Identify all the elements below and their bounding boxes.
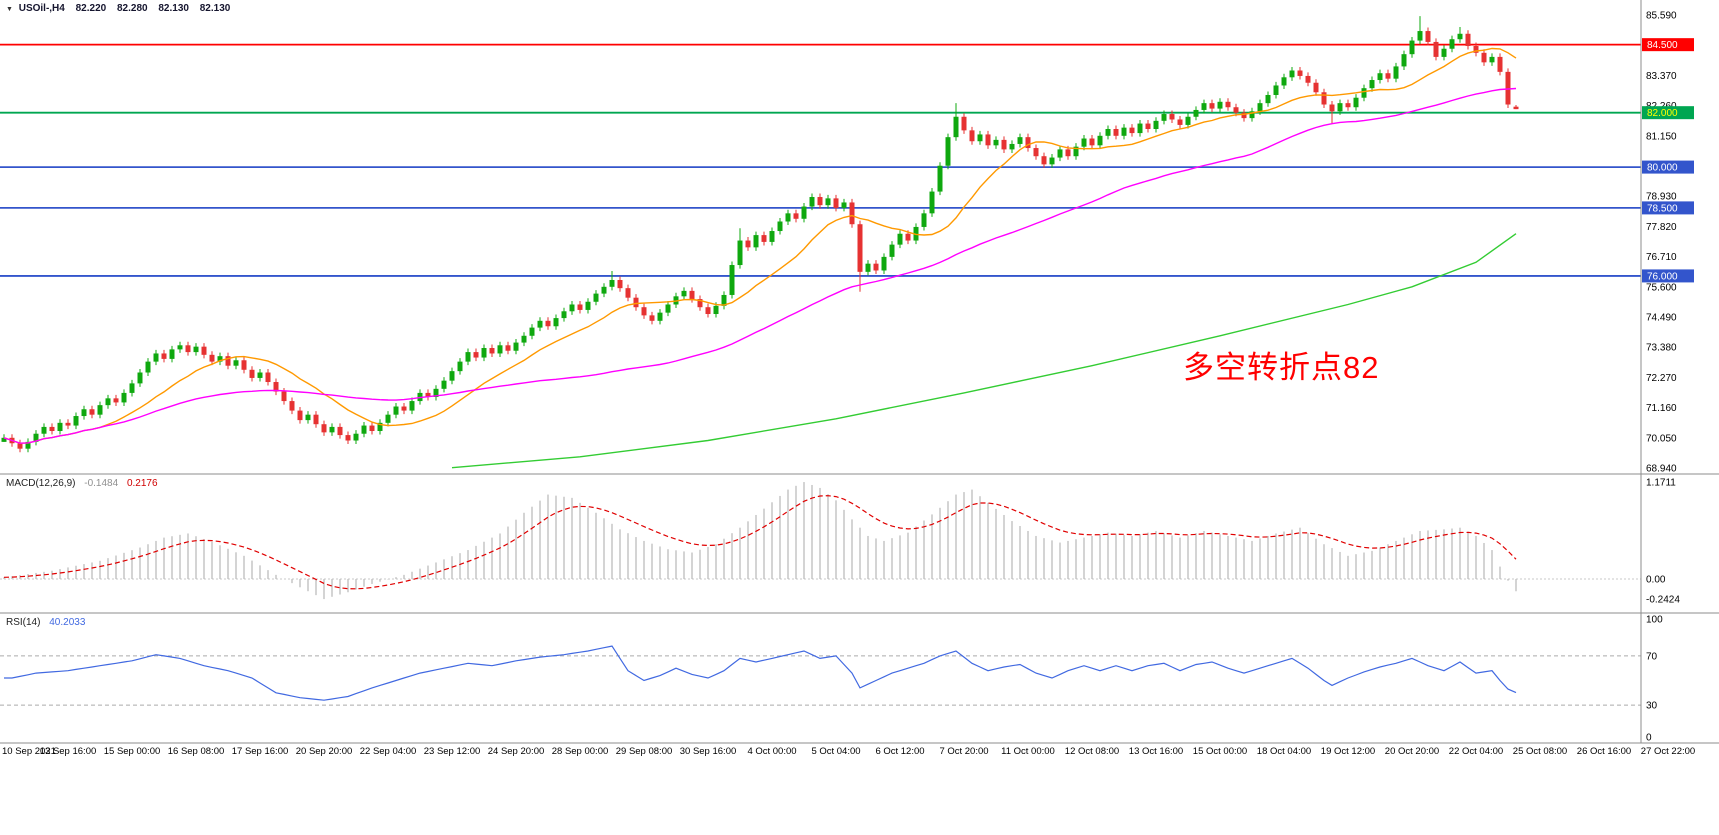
time-tick-label: 15 Oct 00:00: [1193, 746, 1247, 757]
price-tick-label: 85.590: [1646, 11, 1677, 22]
time-tick-label: 20 Oct 20:00: [1385, 746, 1439, 757]
price-line-label: 84.500: [1647, 40, 1678, 51]
time-tick-label: 10 Sep 2021: [2, 746, 56, 757]
price-tick-label: 70.050: [1646, 433, 1677, 444]
price-tick-label: 71.160: [1646, 403, 1677, 414]
symbol-header: ▼ USOil-,H4 82.220 82.280 82.130 82.130: [6, 3, 230, 14]
time-tick-label: 4 Oct 00:00: [747, 746, 796, 757]
macd-panel: [0, 482, 1641, 600]
time-tick-label: 28 Sep 00:00: [552, 746, 609, 757]
time-tick-label: 7 Oct 20:00: [939, 746, 988, 757]
price-line-label: 78.500: [1647, 203, 1678, 214]
price-line-label: 82.000: [1647, 108, 1678, 119]
macd-name: MACD(12,26,9): [6, 478, 76, 489]
price-tick-label: 78.930: [1646, 192, 1677, 203]
time-tick-label: 18 Oct 04:00: [1257, 746, 1311, 757]
price-line-label-box: [1642, 269, 1694, 283]
rsi-name: RSI(14): [6, 617, 41, 628]
horizontal-lines: [0, 43, 1641, 277]
price-scale[interactable]: 85.59083.37082.26081.15078.93077.82076.7…: [1642, 11, 1694, 744]
time-tick-label: 29 Sep 08:00: [616, 746, 673, 757]
rsi-line: [4, 645, 1517, 701]
ohlc-low: 82.130: [158, 3, 189, 14]
time-tick-label: 23 Sep 12:00: [424, 746, 481, 757]
macd-signal-line: [3, 495, 1517, 590]
macd-scale-label: 1.1711: [1646, 478, 1676, 489]
time-tick-label: 5 Oct 04:00: [811, 746, 860, 757]
macd-scale-label: -0.2424: [1646, 595, 1680, 606]
price-line-label-box: [1642, 201, 1694, 215]
ma-medium-line: [3, 87, 1517, 444]
rsi-scale-label: 30: [1646, 701, 1658, 712]
time-tick-label: 22 Oct 04:00: [1449, 746, 1503, 757]
price-tick-label: 83.370: [1646, 71, 1677, 82]
rsi-scale-label: 100: [1646, 615, 1663, 626]
price-tick-label: 72.270: [1646, 373, 1677, 384]
price-tick-label: 76.710: [1646, 252, 1677, 263]
macd-scale-label: 0.00: [1646, 575, 1666, 586]
symbol-dropdown-icon[interactable]: ▼: [6, 6, 13, 13]
ma-fast-line: [3, 47, 1517, 444]
time-tick-label: 19 Oct 12:00: [1321, 746, 1375, 757]
candlestick-series: [1, 16, 1519, 453]
ohlc-close: 82.130: [199, 3, 231, 14]
macd-indicator-label: MACD(12,26,9) -0.1484 0.2176: [6, 478, 158, 489]
price-line-label-box: [1642, 38, 1694, 52]
time-tick-label: 11 Oct 00:00: [1001, 746, 1055, 757]
chart-annotation-text[interactable]: 多空转折点82: [1183, 350, 1380, 385]
rsi-indicator-label: RSI(14) 40.2033: [6, 617, 85, 628]
time-tick-label: 20 Sep 20:00: [296, 746, 353, 757]
ma-slow-line: [451, 233, 1517, 469]
price-line-label: 80.000: [1647, 163, 1678, 174]
price-tick-label: 77.820: [1646, 222, 1677, 233]
time-tick-label: 25 Oct 08:00: [1513, 746, 1567, 757]
ohlc-high: 82.280: [117, 3, 148, 14]
time-tick-label: 17 Sep 16:00: [232, 746, 289, 757]
price-tick-label: 73.380: [1646, 343, 1677, 354]
rsi-value: 40.2033: [49, 617, 86, 628]
ohlc-open: 82.220: [75, 3, 107, 14]
price-tick-label: 74.490: [1646, 313, 1677, 324]
time-tick-label: 22 Sep 04:00: [360, 746, 417, 757]
symbol-title: USOil-,H4: [18, 3, 65, 14]
macd-value: -0.1484: [84, 478, 119, 489]
rsi-scale-label: 70: [1646, 651, 1658, 662]
time-tick-label: 12 Oct 08:00: [1065, 746, 1119, 757]
time-tick-label: 13 Sep 16:00: [40, 746, 97, 757]
time-tick-label: 30 Sep 16:00: [680, 746, 737, 757]
time-tick-label: 15 Sep 00:00: [104, 746, 161, 757]
price-tick-label: 81.150: [1646, 131, 1677, 142]
price-line-label: 76.000: [1647, 271, 1678, 282]
rsi-scale-label: 0: [1646, 733, 1652, 744]
time-tick-label: 24 Sep 20:00: [488, 746, 545, 757]
time-tick-label: 16 Sep 08:00: [168, 746, 225, 757]
price-line-label-box: [1642, 106, 1694, 120]
time-tick-label: 13 Oct 16:00: [1129, 746, 1183, 757]
rsi-panel: [0, 645, 1641, 706]
price-tick-label: 75.600: [1646, 282, 1677, 293]
time-tick-label: 26 Oct 16:00: [1577, 746, 1631, 757]
time-tick-label: 6 Oct 12:00: [875, 746, 924, 757]
macd-signal-value: 0.2176: [126, 478, 158, 489]
price-line-label-box: [1642, 160, 1694, 174]
price-tick-label: 68.940: [1646, 464, 1677, 475]
time-tick-label: 27 Oct 22:00: [1641, 746, 1695, 757]
